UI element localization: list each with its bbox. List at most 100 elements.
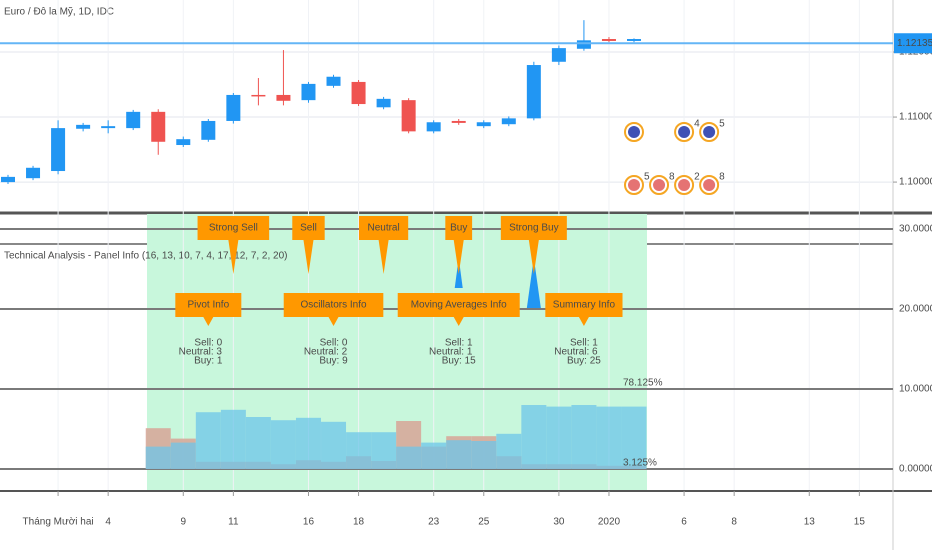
histogram-bar xyxy=(245,417,271,469)
histogram-bar xyxy=(270,420,296,469)
info-line: Sell: 0 xyxy=(320,338,348,349)
y-tick-label: 1.11000 xyxy=(899,112,932,123)
callout xyxy=(545,293,623,326)
histogram-bar xyxy=(621,406,647,469)
candle-body xyxy=(551,48,566,62)
candle-body xyxy=(526,65,541,119)
info-line: Sell: 0 xyxy=(194,338,222,349)
callout-label: Neutral xyxy=(367,223,399,234)
histogram-bar xyxy=(145,446,171,469)
event-count: 4 xyxy=(694,119,700,130)
histogram-bar xyxy=(371,432,397,469)
candle-body xyxy=(476,122,491,127)
histogram-bar xyxy=(346,432,372,469)
event-count: 2 xyxy=(694,172,700,183)
candle-body xyxy=(627,39,641,41)
candle-body xyxy=(601,39,616,41)
event-count: 5 xyxy=(644,172,650,183)
callout xyxy=(500,216,567,274)
y-tick-label: 30.00000 xyxy=(899,224,932,235)
last-price-box xyxy=(894,33,932,54)
histogram-bar xyxy=(521,405,547,469)
candle-body xyxy=(151,111,166,142)
info-line: Neutral: 3 xyxy=(179,347,223,358)
indicator-title: Technical Analysis - Panel Info (16, 13,… xyxy=(4,251,288,262)
histogram-bar xyxy=(321,421,347,469)
callout-label: Strong Sell xyxy=(209,223,258,234)
candle-body xyxy=(276,94,291,101)
candle-body xyxy=(101,126,116,129)
info-line: Buy: 15 xyxy=(442,356,476,367)
histogram-bar xyxy=(396,446,422,469)
info-line: Neutral: 2 xyxy=(304,347,348,358)
x-tick-label: 18 xyxy=(353,517,365,528)
percent-label: 78.125% xyxy=(623,378,663,389)
callout xyxy=(397,293,520,326)
y-tick-label: 10.00000 xyxy=(899,384,932,395)
candle-body xyxy=(351,81,366,105)
event-flag xyxy=(628,126,640,138)
x-tick-label: 9 xyxy=(180,517,186,528)
candle-body xyxy=(76,124,91,129)
x-tick-label: 15 xyxy=(854,517,866,528)
x-tick-label: 23 xyxy=(428,517,440,528)
x-tick-label: 8 xyxy=(731,517,737,528)
candle-body xyxy=(426,122,441,132)
candle-body xyxy=(126,111,141,129)
symbol-title: Euro / Đô la Mỹ, 1D, IDC xyxy=(4,7,114,18)
signal-marker xyxy=(526,258,541,308)
event-count: 8 xyxy=(719,172,725,183)
histogram-bar xyxy=(571,405,597,469)
candle-body xyxy=(376,98,391,108)
candle-body xyxy=(576,40,591,49)
candle-body xyxy=(51,128,66,172)
info-line: Buy: 25 xyxy=(567,356,601,367)
last-price-label: 1.12135 xyxy=(897,38,932,49)
x-tick-label: 25 xyxy=(478,517,490,528)
candle-body xyxy=(226,94,241,121)
candle-body xyxy=(301,83,316,101)
info-line: Buy: 9 xyxy=(319,356,348,367)
callout-label: Moving Averages Info xyxy=(411,300,507,311)
candle-body xyxy=(201,120,216,140)
x-tick-label: 11 xyxy=(228,517,239,528)
x-tick-label: 13 xyxy=(804,517,816,528)
x-tick-label: Tháng Mười hai xyxy=(23,517,94,528)
callout xyxy=(197,216,270,274)
candle-body xyxy=(501,118,516,125)
callout-label: Oscillators Info xyxy=(300,300,367,311)
y-tick-label: 0.00000 xyxy=(899,464,932,475)
histogram-bar xyxy=(295,417,321,469)
y-tick-label: 20.00000 xyxy=(899,304,932,315)
event-flag xyxy=(703,179,716,191)
histogram-bar xyxy=(195,412,221,469)
histogram-bar xyxy=(596,406,622,469)
event-flag xyxy=(703,126,716,138)
event-flag xyxy=(653,179,666,191)
x-tick-label: 2020 xyxy=(598,517,621,528)
candle-body xyxy=(251,94,266,97)
candle-body xyxy=(451,120,466,123)
event-flag xyxy=(678,179,691,191)
info-line: Neutral: 1 xyxy=(429,347,473,358)
histogram-bar xyxy=(546,406,572,469)
callout xyxy=(359,216,409,274)
x-tick-label: 16 xyxy=(303,517,315,528)
callout xyxy=(283,293,384,326)
callout-label: Summary Info xyxy=(553,300,616,311)
candle-body xyxy=(176,139,191,146)
percent-label: 3.125% xyxy=(623,458,657,469)
callout-label: Buy xyxy=(450,223,467,234)
info-line: Sell: 1 xyxy=(445,338,473,349)
histogram-bar xyxy=(220,409,246,469)
callout-label: Sell xyxy=(300,223,317,234)
histogram-bar xyxy=(496,433,522,469)
x-tick-label: 6 xyxy=(681,517,687,528)
callout-label: Strong Buy xyxy=(509,223,558,234)
histogram-bar xyxy=(421,442,447,469)
callout xyxy=(445,216,473,274)
y-tick-label: 1.10000 xyxy=(899,177,932,188)
event-count: 8 xyxy=(669,172,675,183)
callout xyxy=(292,216,325,274)
